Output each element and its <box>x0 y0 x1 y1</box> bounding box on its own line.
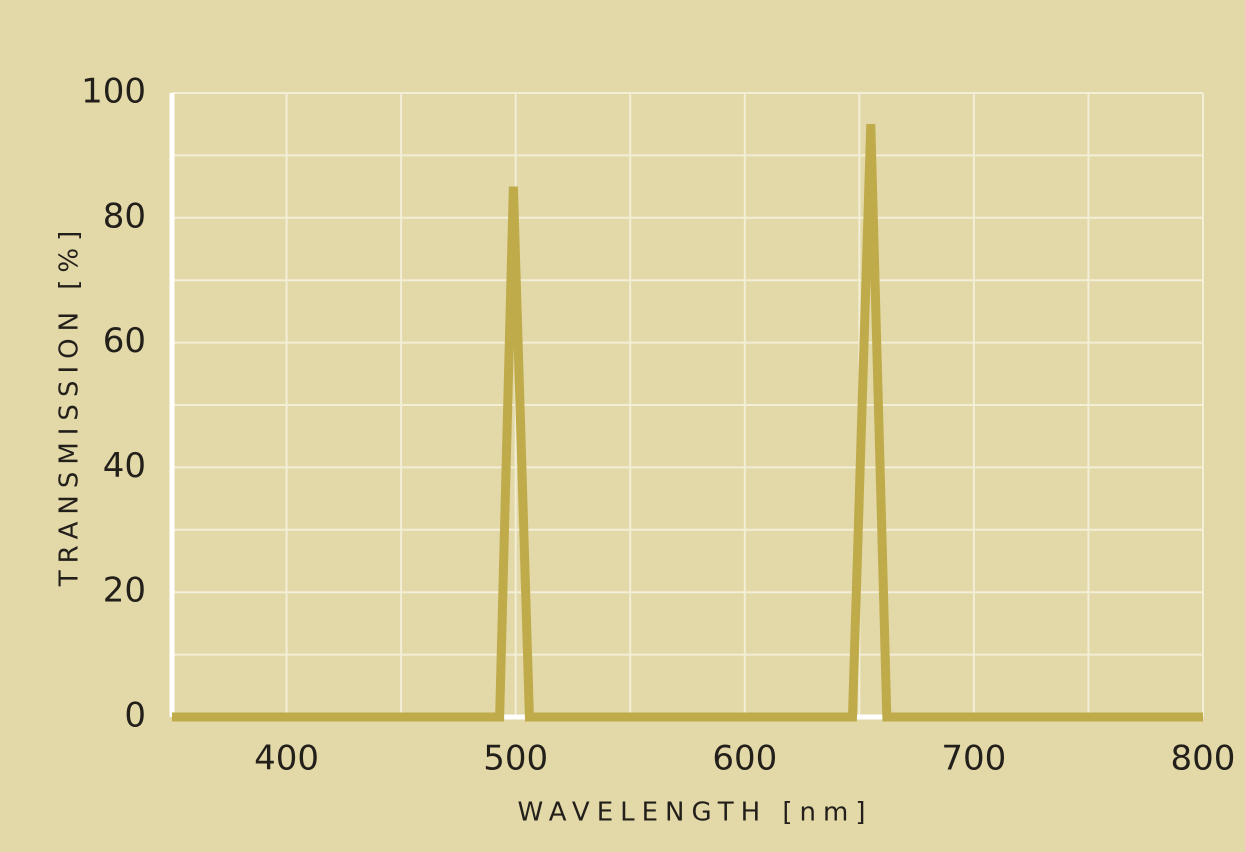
y-axis-label: TRANSMISSION [%] <box>55 224 85 588</box>
x-tick-label: 500 <box>483 739 548 779</box>
y-tick-label: 100 <box>81 72 146 112</box>
x-tick-label: 800 <box>1171 739 1236 779</box>
y-tick-label: 80 <box>103 196 146 236</box>
x-tick-label: 600 <box>712 739 777 779</box>
y-tick-label: 20 <box>103 571 146 611</box>
x-tick-label: 400 <box>254 739 319 779</box>
x-tick-label: 700 <box>941 739 1006 779</box>
y-tick-label: 0 <box>124 696 146 736</box>
y-tick-label: 40 <box>103 446 146 486</box>
y-tick-label: 60 <box>103 321 146 361</box>
series-line <box>172 124 1203 722</box>
x-axis-label: WAVELENGTH [nm] <box>518 798 873 828</box>
